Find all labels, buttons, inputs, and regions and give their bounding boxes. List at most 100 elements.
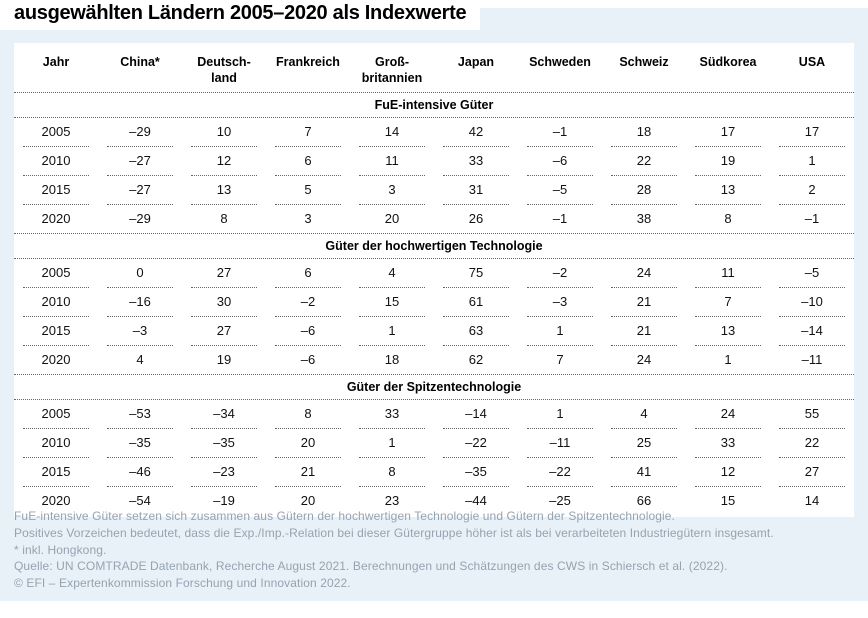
- value-cell: –22: [443, 429, 509, 458]
- column-header: Schweiz: [619, 55, 669, 69]
- table-row: 2010 –27 12 6 11 33 –6 22 19 1: [14, 147, 854, 176]
- table-header-row: Jahr China* Deutsch- land Frankreich Groß- b…: [14, 43, 854, 92]
- value-cell: 62: [468, 351, 484, 367]
- value-cell: 6: [275, 259, 341, 288]
- value-cell: –3: [527, 288, 593, 317]
- value-cell: 22: [611, 147, 677, 176]
- footnote-line: * inkl. Hongkong.: [14, 542, 107, 557]
- value-cell: 26: [468, 210, 484, 226]
- value-cell: 41: [611, 458, 677, 487]
- value-cell: –35: [443, 458, 509, 487]
- column-header: Jahr: [42, 55, 70, 69]
- value-cell: –46: [107, 458, 173, 487]
- value-cell: 33: [443, 147, 509, 176]
- table-row: 2005 –29 10 7 14 42 –1 18 17 17: [14, 118, 854, 147]
- value-cell: –25: [549, 492, 571, 508]
- value-cell: 8: [220, 210, 228, 226]
- value-cell: 11: [359, 147, 425, 176]
- value-cell: 13: [191, 176, 257, 205]
- value-cell: 1: [527, 317, 593, 346]
- value-cell: 63: [443, 317, 509, 346]
- value-cell: 1: [779, 147, 845, 176]
- value-cell: 14: [359, 118, 425, 147]
- footnote-line: Positives Vorzeichen bedeutet, dass die …: [14, 525, 774, 540]
- value-cell: –6: [275, 317, 341, 346]
- value-cell: –19: [213, 492, 235, 508]
- value-cell: 25: [611, 429, 677, 458]
- value-cell: 27: [191, 317, 257, 346]
- value-cell: –16: [107, 288, 173, 317]
- value-cell: 10: [191, 118, 257, 147]
- value-cell: 1: [724, 351, 732, 367]
- year-cell: 2010: [23, 288, 89, 317]
- value-cell: 30: [191, 288, 257, 317]
- value-cell: 20: [275, 429, 341, 458]
- value-cell: 21: [611, 288, 677, 317]
- value-cell: 24: [636, 351, 652, 367]
- value-cell: 0: [107, 259, 173, 288]
- value-cell: 21: [611, 317, 677, 346]
- value-cell: 1: [359, 429, 425, 458]
- footnote-line: FuE-intensive Güter setzen sich zusammen…: [14, 509, 675, 523]
- value-cell: 3: [359, 176, 425, 205]
- value-cell: 14: [804, 492, 820, 508]
- table-row: 2015 –3 27 –6 1 63 1 21 13 –14: [14, 317, 854, 346]
- value-cell: 11: [695, 259, 761, 288]
- value-cell: –22: [527, 458, 593, 487]
- value-cell: 21: [275, 458, 341, 487]
- year-cell: 2015: [23, 176, 89, 205]
- value-cell: 19: [695, 147, 761, 176]
- value-cell: –34: [191, 400, 257, 429]
- value-cell: –23: [191, 458, 257, 487]
- value-cell: 7: [556, 351, 564, 367]
- value-cell: 18: [611, 118, 677, 147]
- value-cell: 20: [384, 210, 400, 226]
- value-cell: –1: [552, 210, 568, 226]
- value-cell: –11: [527, 429, 593, 458]
- table-row: 2020 4 19 –6 18 62 7 24 1 –11: [14, 346, 854, 374]
- value-cell: 13: [695, 176, 761, 205]
- value-cell: 3: [304, 210, 312, 226]
- value-cell: 2: [779, 176, 845, 205]
- column-header: Südkorea: [699, 55, 757, 69]
- value-cell: 28: [611, 176, 677, 205]
- year-cell: 2015: [23, 458, 89, 487]
- value-cell: –10: [779, 288, 845, 317]
- value-cell: –3: [107, 317, 173, 346]
- value-cell: –29: [129, 210, 151, 226]
- value-cell: 24: [695, 400, 761, 429]
- column-header: Japan: [457, 55, 495, 69]
- value-cell: –54: [129, 492, 151, 508]
- value-cell: 15: [720, 492, 736, 508]
- value-cell: 4: [611, 400, 677, 429]
- value-cell: –44: [465, 492, 487, 508]
- footnotes-block: FuE-intensive Güter setzen sich zusammen…: [14, 508, 858, 592]
- value-cell: 38: [636, 210, 652, 226]
- value-cell: 66: [636, 492, 652, 508]
- column-header: Groß- britannien: [361, 55, 423, 86]
- value-cell: –29: [107, 118, 173, 147]
- value-cell: 8: [275, 400, 341, 429]
- table-row: 2010 –35 –35 20 1 –22 –11 25 33 22: [14, 429, 854, 458]
- value-cell: 8: [724, 210, 732, 226]
- value-cell: 22: [779, 429, 845, 458]
- section-label: FuE-intensive Güter: [14, 91, 854, 118]
- value-cell: 17: [695, 118, 761, 147]
- value-cell: 75: [443, 259, 509, 288]
- figure-title: ausgewählten Ländern 2005–2020 als Index…: [0, 0, 481, 30]
- year-cell: 2005: [23, 118, 89, 147]
- value-cell: –14: [443, 400, 509, 429]
- value-cell: –6: [527, 147, 593, 176]
- value-cell: 15: [359, 288, 425, 317]
- section-label: Güter der hochwertigen Technologie: [14, 232, 854, 259]
- value-cell: 8: [359, 458, 425, 487]
- column-header: Schweden: [529, 55, 591, 69]
- value-cell: 55: [779, 400, 845, 429]
- table-row: 2015 –27 13 5 3 31 –5 28 13 2: [14, 176, 854, 205]
- value-cell: 33: [359, 400, 425, 429]
- value-cell: –53: [107, 400, 173, 429]
- year-cell: 2005: [23, 400, 89, 429]
- value-cell: –2: [527, 259, 593, 288]
- value-cell: –5: [779, 259, 845, 288]
